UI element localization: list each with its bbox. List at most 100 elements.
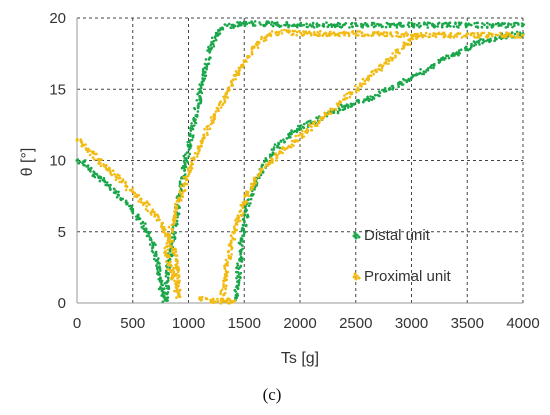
data-point bbox=[289, 136, 292, 139]
x-tick-label: 4000 bbox=[506, 315, 539, 332]
data-point bbox=[194, 114, 198, 117]
data-point bbox=[489, 37, 492, 41]
data-point bbox=[292, 144, 295, 147]
data-point bbox=[336, 110, 340, 113]
data-point bbox=[343, 32, 347, 36]
data-point bbox=[446, 54, 450, 58]
data-point bbox=[174, 231, 177, 234]
data-point bbox=[509, 23, 513, 26]
data-point bbox=[200, 86, 203, 90]
data-point bbox=[172, 275, 176, 278]
data-point bbox=[387, 22, 390, 26]
data-point bbox=[283, 28, 286, 32]
data-point bbox=[343, 94, 346, 97]
x-tick-label: 0 bbox=[73, 315, 81, 332]
data-point bbox=[346, 106, 350, 109]
data-point bbox=[400, 81, 403, 84]
data-point bbox=[261, 168, 264, 172]
data-point bbox=[226, 96, 229, 99]
data-point bbox=[184, 153, 187, 156]
data-point bbox=[357, 99, 361, 102]
data-point bbox=[135, 194, 138, 198]
data-point bbox=[224, 284, 228, 287]
data-point bbox=[166, 291, 170, 294]
data-point bbox=[160, 294, 163, 297]
data-point bbox=[222, 293, 225, 297]
data-point bbox=[231, 300, 235, 304]
data-point bbox=[299, 31, 303, 35]
data-point bbox=[419, 68, 422, 71]
data-point bbox=[173, 279, 176, 283]
data-point bbox=[204, 297, 208, 301]
data-point bbox=[276, 144, 280, 148]
data-point bbox=[236, 71, 240, 75]
data-point bbox=[285, 147, 288, 150]
data-point bbox=[130, 205, 133, 209]
data-point bbox=[241, 206, 244, 209]
data-point bbox=[287, 144, 291, 148]
data-point bbox=[226, 261, 229, 265]
data-point bbox=[332, 111, 336, 114]
data-point bbox=[176, 222, 179, 226]
data-point bbox=[193, 106, 196, 110]
data-point bbox=[353, 102, 356, 106]
data-point bbox=[233, 230, 237, 233]
data-point bbox=[213, 112, 216, 116]
data-point bbox=[239, 242, 242, 246]
data-point bbox=[476, 40, 480, 44]
data-point bbox=[426, 21, 430, 25]
data-point bbox=[172, 248, 176, 251]
legend-marker-distal-unit bbox=[352, 231, 361, 240]
data-point bbox=[371, 69, 374, 73]
data-point bbox=[456, 32, 460, 36]
data-point bbox=[158, 218, 161, 222]
data-point bbox=[223, 276, 226, 280]
data-point bbox=[432, 63, 436, 67]
data-point bbox=[402, 35, 406, 38]
data-point bbox=[437, 58, 440, 62]
data-point bbox=[146, 209, 150, 213]
data-point bbox=[408, 43, 412, 46]
data-point bbox=[162, 229, 166, 232]
data-point bbox=[224, 269, 228, 273]
data-point bbox=[270, 20, 274, 24]
data-point bbox=[385, 34, 389, 38]
data-point bbox=[218, 32, 222, 35]
data-point bbox=[151, 208, 155, 211]
data-point bbox=[410, 21, 414, 25]
data-point bbox=[212, 301, 215, 305]
data-point bbox=[108, 168, 112, 171]
data-point bbox=[291, 29, 295, 33]
data-point bbox=[458, 23, 461, 27]
data-point bbox=[513, 24, 516, 28]
data-point bbox=[370, 98, 374, 101]
data-point bbox=[354, 32, 358, 35]
data-point bbox=[105, 181, 109, 184]
data-point bbox=[390, 57, 394, 61]
data-point bbox=[490, 34, 494, 38]
data-point bbox=[171, 273, 174, 277]
data-point bbox=[260, 35, 264, 39]
data-point bbox=[301, 129, 304, 133]
data-point bbox=[166, 245, 169, 248]
data-point bbox=[462, 34, 466, 38]
data-point bbox=[402, 41, 406, 44]
data-point bbox=[298, 30, 301, 33]
data-point bbox=[481, 41, 484, 45]
data-point bbox=[301, 34, 305, 37]
data-point bbox=[182, 159, 186, 163]
data-point bbox=[329, 30, 332, 34]
data-point bbox=[263, 165, 267, 169]
data-point bbox=[215, 106, 219, 110]
data-point bbox=[239, 249, 242, 252]
data-point bbox=[227, 86, 231, 89]
data-point bbox=[236, 274, 239, 278]
data-point bbox=[156, 270, 160, 273]
data-point bbox=[104, 166, 108, 169]
data-point bbox=[396, 48, 400, 51]
data-point bbox=[419, 31, 423, 35]
data-point bbox=[277, 30, 281, 34]
data-point bbox=[155, 258, 159, 262]
x-tick-label: 1000 bbox=[172, 315, 205, 332]
data-point bbox=[360, 22, 363, 26]
